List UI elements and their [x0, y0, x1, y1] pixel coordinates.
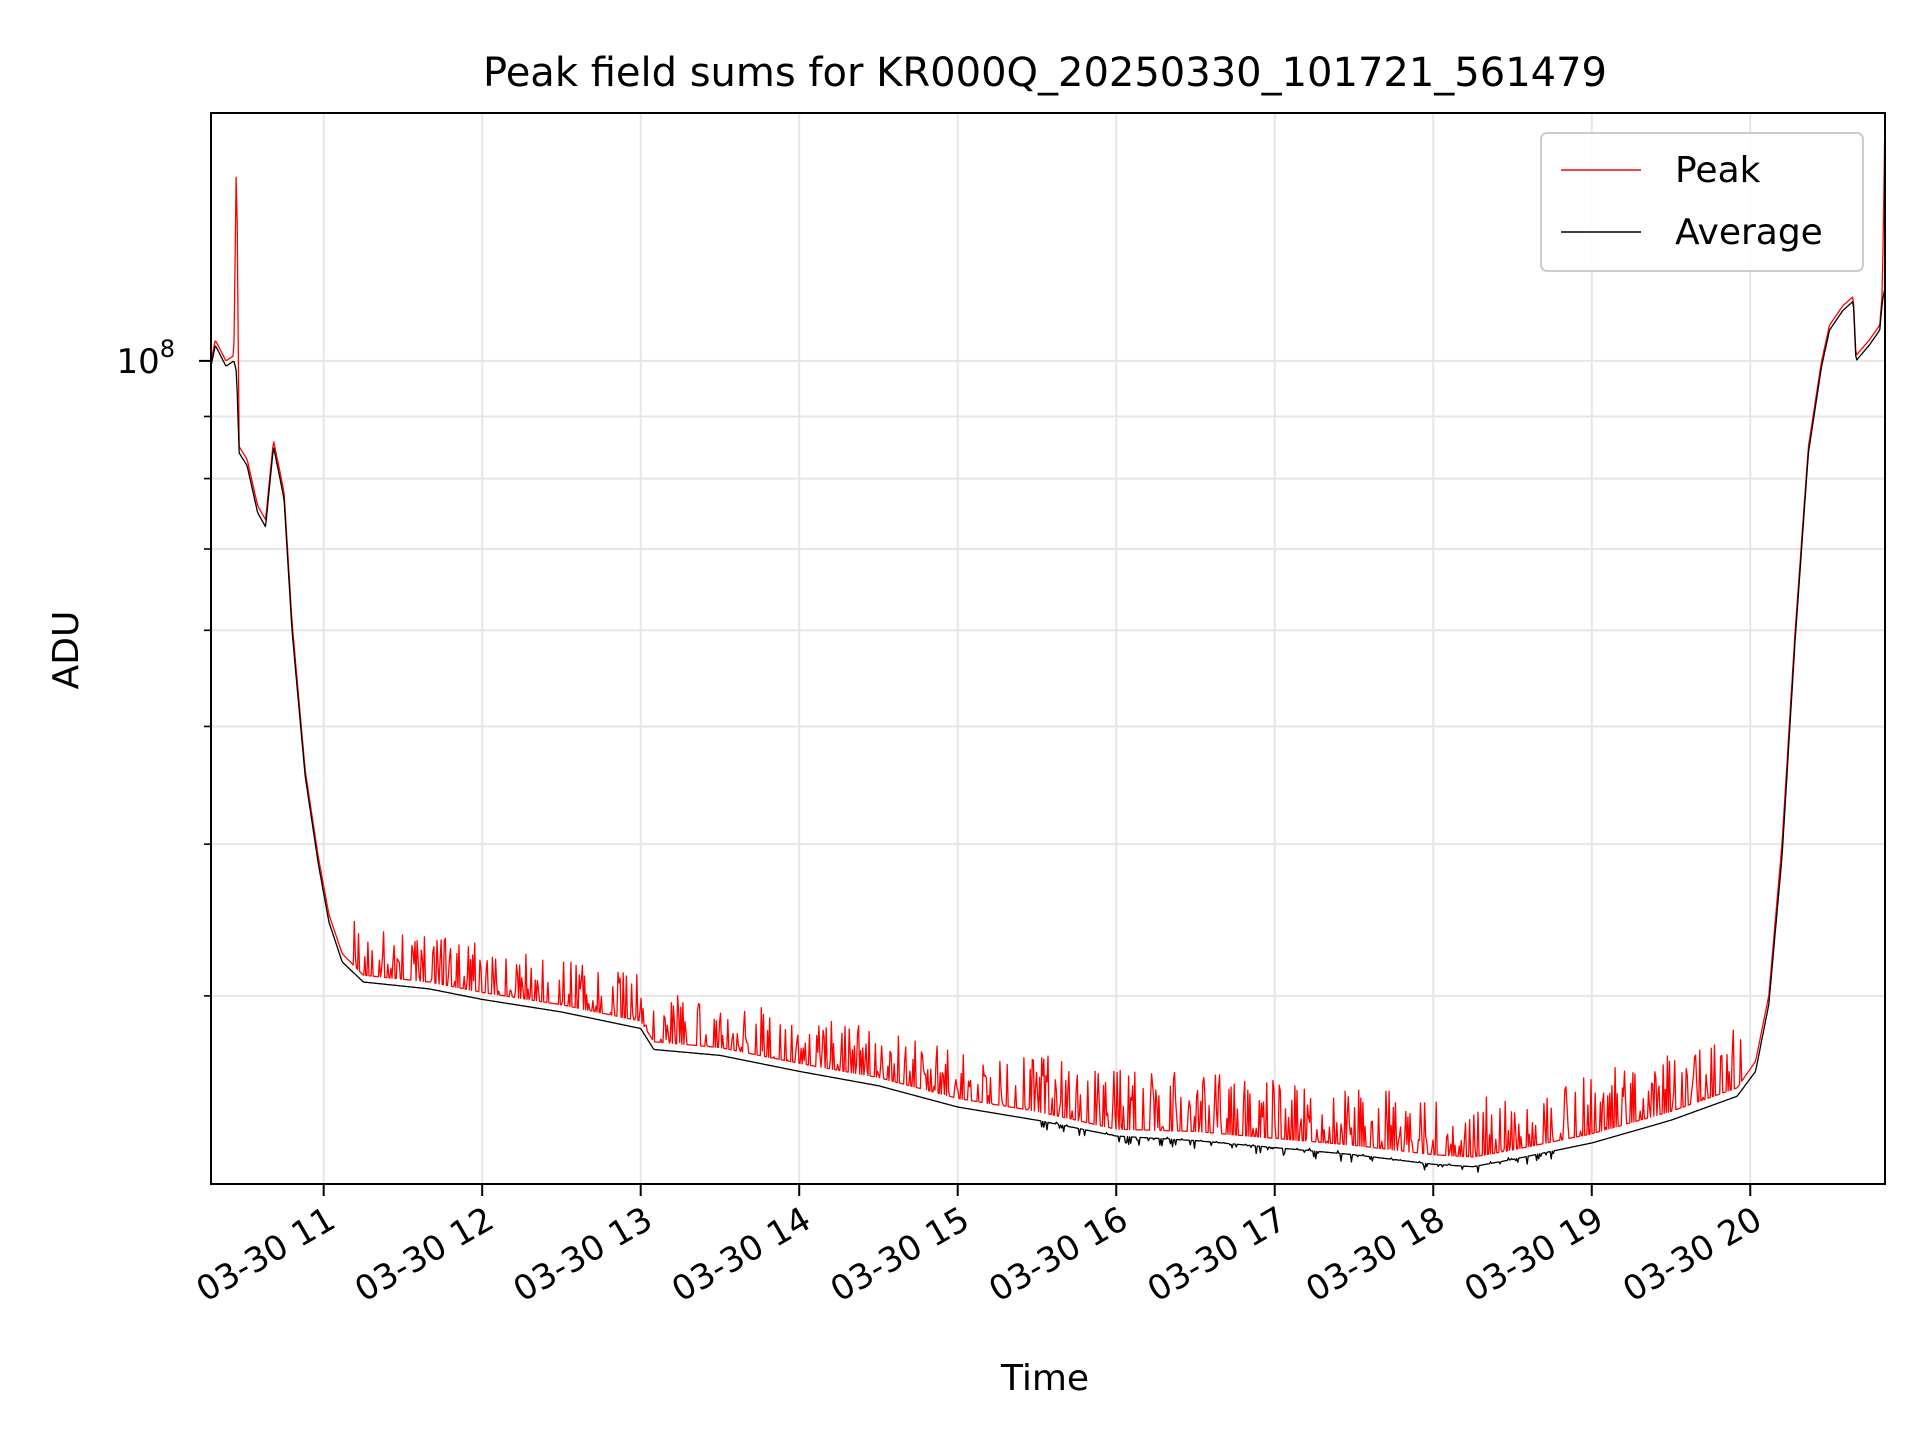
y-tick-label: 108 [116, 335, 175, 382]
legend-box [1540, 132, 1864, 272]
series-line-peak [210, 112, 1886, 1158]
y-tick-label-base: 10 [116, 342, 159, 382]
chart-title: Peak field sums for KR000Q_20250330_1017… [483, 50, 1607, 96]
y-axis-label: ADU [46, 611, 87, 690]
legend-label-average: Average [1675, 212, 1823, 253]
axes-frame [210, 112, 1886, 1185]
series-layer [210, 112, 1886, 1173]
legend-label-peak: Peak [1675, 150, 1761, 191]
y-tick-label-exponent: 8 [160, 335, 175, 363]
legend: Peak Average [1540, 132, 1864, 272]
grid [211, 113, 1885, 1184]
series-line-average [210, 287, 1886, 1173]
x-axis-label: Time [1000, 1358, 1089, 1399]
